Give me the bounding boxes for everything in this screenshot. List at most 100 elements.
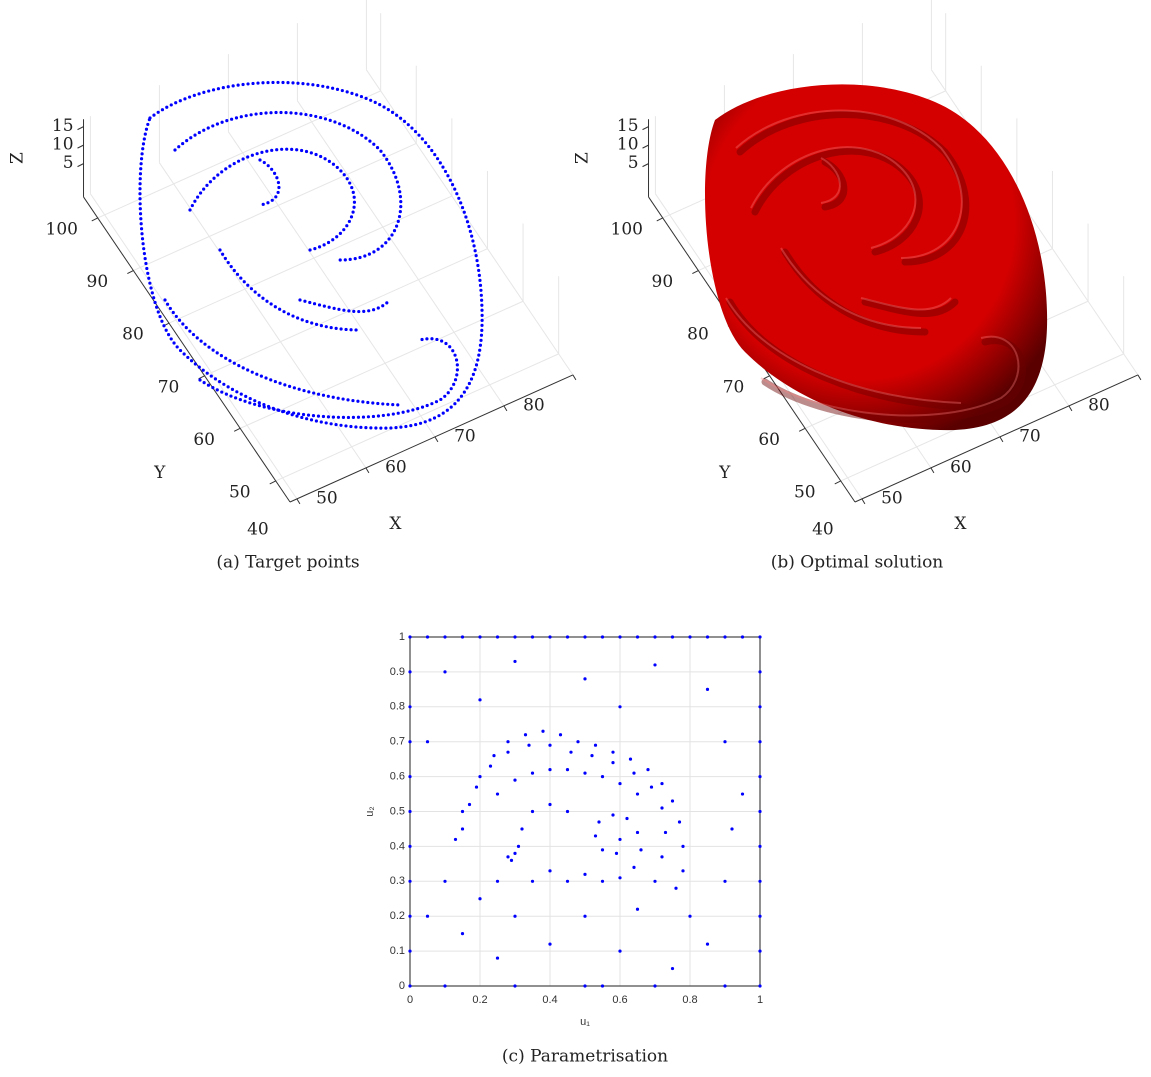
z-tick [642,144,649,149]
point-ring [218,248,362,332]
point [758,949,762,953]
y-tick [798,427,806,432]
point-ring [188,147,357,252]
point [600,635,605,639]
x-axis [854,374,1139,503]
z-tick [77,144,84,149]
point [740,635,745,639]
surface [705,84,1048,431]
point [425,914,430,918]
point [583,872,587,876]
point [548,635,552,639]
point-ring [173,110,403,262]
point [635,830,640,835]
z-tick-label: 10 [617,135,639,155]
y-tick-label: 70 [158,377,180,397]
point [681,844,685,849]
point [740,792,745,796]
point [632,771,636,775]
point [758,914,762,918]
point [460,809,465,814]
point [513,659,517,664]
caption: (c) Parametrisation [502,1047,668,1067]
y-tick-label: 0.3 [390,875,405,887]
point [548,942,552,946]
point [443,670,447,674]
x-tick-label: 0.2 [472,994,487,1006]
point [506,750,510,754]
surface-highlight [735,109,963,259]
point [600,879,605,883]
point [520,827,524,831]
y-tick [834,480,841,485]
x-tick-label: 1 [757,994,763,1006]
y-tick-label: 60 [193,430,215,450]
y-axis-label: u₂ [364,806,376,816]
point [408,809,412,814]
point [583,635,587,639]
point [632,865,636,869]
point [583,914,587,918]
point [516,844,521,849]
x-tick [365,467,370,474]
point [639,848,643,852]
x-tick-label: 80 [1088,395,1110,415]
point [523,733,528,737]
point [723,984,727,988]
y-tick-label: 0 [399,980,405,992]
point-cloud [138,80,484,430]
point [530,879,535,883]
point [408,635,412,639]
point [408,879,412,883]
point [597,820,601,824]
y-tick-label: 100 [46,219,78,239]
point [649,785,654,789]
y-tick [763,375,770,380]
surface-fold [761,337,1026,423]
point [758,775,762,779]
z-tick [77,126,84,131]
surface-highlight [760,335,1020,417]
point [478,775,482,779]
point [618,837,622,842]
point [758,705,762,709]
point [705,687,710,691]
point [670,966,675,971]
point [509,858,514,862]
point [467,802,472,807]
point [548,869,552,873]
point [635,907,640,911]
point [478,698,482,702]
surface-highlight [780,247,922,329]
x-tick-label: 0.8 [682,994,697,1006]
point [600,984,605,988]
y-tick-label: 1 [399,631,405,643]
z-axis-label: Z [8,152,28,164]
x-tick [434,436,439,443]
point [408,844,412,849]
y-tick-label: 90 [652,272,674,292]
point [478,635,482,639]
z-tick [642,126,649,131]
grid-line [90,193,298,500]
y-tick-label: 70 [723,377,745,397]
point [527,743,531,747]
point [548,768,552,772]
point [541,729,545,733]
grid-line [168,195,453,324]
point [443,879,447,883]
point [646,768,650,772]
point [488,764,493,768]
point [443,635,447,639]
y-tick [127,270,134,275]
point [758,844,762,849]
point [495,635,500,639]
point [611,761,615,765]
grid-line [97,90,381,219]
surface-fold [736,111,970,266]
point [635,792,640,796]
x-tick [1068,405,1073,412]
point [460,635,465,639]
